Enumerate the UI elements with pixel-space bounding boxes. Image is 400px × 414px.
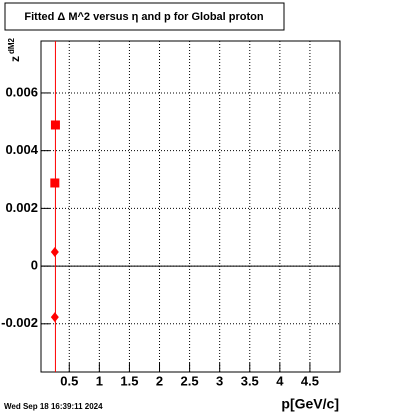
y-tick-label: 0.006 [5, 84, 38, 99]
plot-frame [40, 40, 341, 373]
x-axis-label: p[GeV/c] [281, 396, 339, 412]
x-tick-label: 1 [96, 373, 103, 388]
y-label-main: z [8, 56, 22, 62]
x-tick-label: 2.5 [181, 373, 199, 388]
timestamp: Wed Sep 18 16:39:11 2024 [4, 402, 103, 411]
square-marker [50, 120, 60, 130]
x-tick-label: 3 [216, 373, 223, 388]
x-tick-label: 4.5 [301, 373, 319, 388]
diamond-marker [50, 246, 59, 257]
y-axis-label: z dM2 [7, 37, 22, 62]
y-tick-label: 0 [31, 258, 38, 273]
x-tick-label: 4 [276, 373, 284, 388]
x-tick-label: 2 [156, 373, 163, 388]
y-label-sub: dM2 [7, 37, 16, 54]
square-marker [50, 178, 60, 188]
chart-title: Fitted Δ M^2 versus η and p for Global p… [24, 11, 264, 23]
x-tick-label: 0.5 [60, 373, 78, 388]
x-tick-label: 3.5 [241, 373, 259, 388]
x-tick-label: 1.5 [120, 373, 138, 388]
y-tick-label: 0.004 [5, 142, 38, 157]
diamond-marker [50, 312, 59, 323]
y-tick-label: 0.002 [5, 200, 38, 215]
y-tick-label: -0.002 [1, 315, 38, 330]
title-box [4, 2, 285, 31]
